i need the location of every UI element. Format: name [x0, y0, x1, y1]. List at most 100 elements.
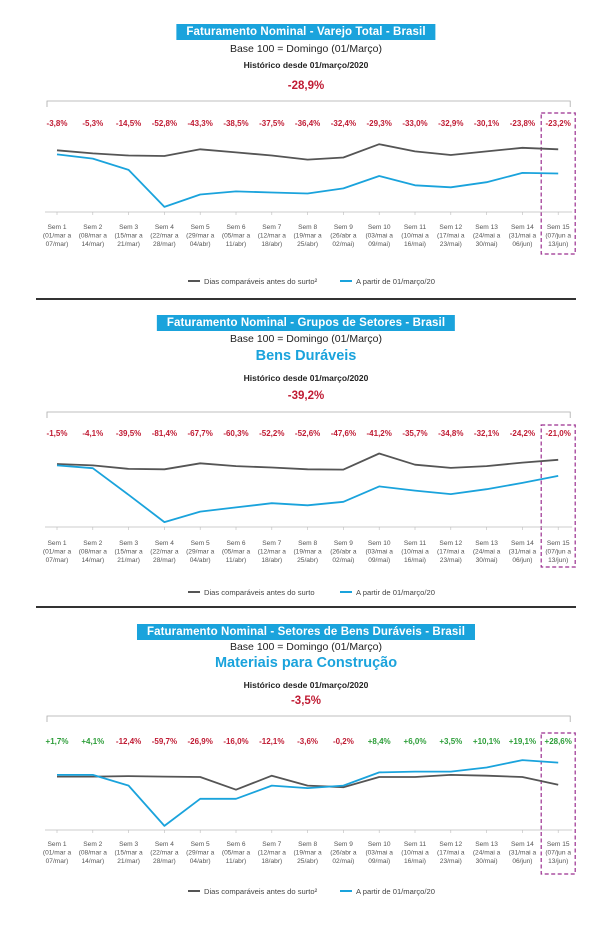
legend-label: Dias comparáveis antes do surto²	[204, 277, 318, 286]
total-change: -3,5%	[290, 695, 322, 707]
change-label: -0,2%	[333, 737, 354, 746]
change-label: +19,1%	[509, 737, 536, 746]
total-change: -39,2%	[287, 390, 325, 402]
change-label: -24,2%	[510, 429, 535, 438]
change-label: -23,2%	[546, 119, 571, 128]
x-tick-label: Sem 1	[47, 540, 66, 547]
x-tick-label: 09/mai)	[368, 557, 390, 564]
x-tick-label: (05/mar a	[222, 850, 251, 857]
x-tick-label: 21/mar)	[117, 557, 140, 564]
x-tick-label: (22/mar a	[150, 233, 179, 240]
x-tick-label: (29/mar a	[186, 850, 215, 857]
x-tick-label: 21/mar)	[117, 241, 140, 248]
change-label: -12,1%	[259, 737, 284, 746]
chart-subtitle: Bens Duráveis	[255, 348, 357, 364]
x-tick-label: (15/mar a	[114, 549, 143, 556]
x-tick-label: (31/mai a	[509, 549, 537, 556]
x-tick-label: (10/mai a	[401, 850, 429, 857]
base-note: Base 100 = Domingo (01/Março)	[229, 333, 383, 345]
change-label: -26,9%	[188, 737, 213, 746]
x-tick-label: 06/jun)	[512, 557, 532, 564]
x-tick-label: (05/mar a	[222, 549, 251, 556]
x-tick-label: Sem 1	[47, 224, 66, 231]
change-label: -3,8%	[47, 119, 68, 128]
change-label: -16,0%	[223, 737, 248, 746]
change-label: +28,6%	[545, 737, 572, 746]
x-tick-label: (19/mar a	[293, 233, 322, 240]
x-tick-label: (08/mar a	[79, 850, 108, 857]
x-tick-label: 18/abr)	[261, 557, 282, 564]
x-tick-label: 30/mai)	[476, 557, 498, 564]
change-label: -29,3%	[367, 119, 392, 128]
x-tick-label: Sem 8	[298, 224, 317, 231]
x-tick-label: Sem 5	[191, 224, 210, 231]
current-week-highlight	[540, 112, 576, 255]
change-label: -30,1%	[474, 119, 499, 128]
total-bracket	[46, 100, 571, 107]
legend-label: A partir de 01/março/20	[356, 588, 435, 597]
change-label: +1,7%	[46, 737, 69, 746]
chart-title: Faturamento Nominal - Grupos de Setores …	[156, 315, 456, 331]
x-tick-label: (12/mar a	[258, 549, 287, 556]
change-label: -67,7%	[188, 429, 213, 438]
x-tick-label: (10/mai a	[401, 549, 429, 556]
x-tick-label: Sem 1	[47, 841, 66, 848]
change-label: -5,3%	[82, 119, 103, 128]
series-line-comparable-days	[56, 143, 559, 161]
x-tick-label: 07/mar)	[46, 858, 69, 865]
x-tick-label: Sem 4	[155, 224, 174, 231]
x-tick-label: (05/mar a	[222, 233, 251, 240]
change-label: -81,4%	[152, 429, 177, 438]
change-label: +4,1%	[81, 737, 104, 746]
x-tick-label: 06/jun)	[512, 858, 532, 865]
x-tick-label: 09/mai)	[368, 858, 390, 865]
x-tick-label: 04/abr)	[190, 241, 211, 248]
x-tick-label: Sem 3	[119, 841, 138, 848]
x-tick-label: (22/mar a	[150, 549, 179, 556]
change-label: -12,4%	[116, 737, 141, 746]
x-tick-label: Sem 9	[334, 540, 353, 547]
x-tick-label: Sem 10	[368, 540, 391, 547]
x-tick-label: (01/mar a	[43, 549, 72, 556]
section-divider	[36, 298, 576, 300]
x-tick-label: Sem 2	[83, 224, 102, 231]
line-chart-1: -3,8% -5,3% -14,5% -52,8% -43,3% -38,5% -37,5%…	[43, 100, 576, 286]
change-label: -32,4%	[331, 119, 356, 128]
x-tick-label: (26/abr a	[330, 233, 357, 240]
total-bracket	[46, 715, 571, 722]
x-tick-label: (08/mar a	[79, 233, 108, 240]
history-note: Histórico desde 01/março/2020	[243, 680, 369, 690]
x-tick-label: Sem 5	[191, 540, 210, 547]
x-tick-label: Sem 7	[262, 224, 281, 231]
x-tick-label: 23/mai)	[440, 557, 462, 564]
series-line-since-march	[56, 464, 559, 523]
x-tick-label: Sem 13	[475, 224, 498, 231]
x-tick-label: (07/jun a	[545, 233, 571, 240]
x-tick-label: 04/abr)	[190, 858, 211, 865]
change-label: -59,7%	[152, 737, 177, 746]
x-tick-label: 13/jun)	[548, 858, 568, 865]
x-tick-label: 02/mai)	[332, 858, 354, 865]
x-tick-label: 23/mai)	[440, 858, 462, 865]
x-tick-label: 28/mar)	[153, 858, 176, 865]
x-tick-label: (29/mar a	[186, 233, 215, 240]
x-tick-label: 02/mai)	[332, 241, 354, 248]
base-note: Base 100 = Domingo (01/Março)	[229, 641, 383, 653]
x-tick-label: Sem 4	[155, 540, 174, 547]
section-divider	[36, 606, 576, 608]
x-tick-label: Sem 6	[226, 224, 245, 231]
x-tick-label: Sem 11	[404, 224, 427, 231]
x-tick-label: 30/mai)	[476, 858, 498, 865]
change-label: -1,5%	[47, 429, 68, 438]
x-tick-label: Sem 6	[226, 540, 245, 547]
x-tick-label: (24/mai a	[473, 549, 501, 556]
change-label: -14,5%	[116, 119, 141, 128]
x-tick-label: (26/abr a	[330, 850, 357, 857]
x-tick-label: Sem 7	[262, 841, 281, 848]
x-tick-label: Sem 14	[511, 540, 534, 547]
x-tick-label: (31/mai a	[509, 233, 537, 240]
x-tick-label: Sem 6	[226, 841, 245, 848]
change-label: -21,0%	[546, 429, 571, 438]
x-tick-label: 06/jun)	[512, 241, 532, 248]
x-tick-label: (03/mai a	[365, 233, 393, 240]
